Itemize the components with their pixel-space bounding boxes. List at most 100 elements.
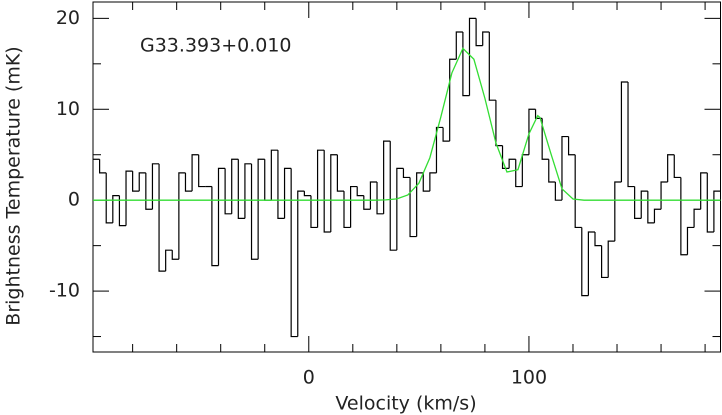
spectrum-channel [330,154,338,232]
spectrum-channel [389,141,397,251]
spectrum-channel [178,172,186,260]
spectrum-channel [634,186,642,219]
spectrum-channel [640,190,648,219]
spectrum-channel [303,191,311,197]
spectrum-channel [455,31,463,60]
spectrum-channel [402,168,411,179]
spectrum-channel [99,159,107,174]
spectrum-channel [231,158,239,214]
spectrum-channel [383,140,391,214]
spectrum-channel [673,154,681,179]
spectrum-channel [105,172,113,224]
spectrum-channel [151,163,160,210]
spectrum-channel [165,249,173,272]
spectrum-channel [422,172,430,192]
y-tick-label: 0 [68,189,80,211]
spectrum-channel [574,154,582,229]
spectrum-channel [211,186,219,267]
spectrum-channel [475,18,483,47]
spectrum-channel [217,167,226,266]
spectrum-channel [297,190,305,337]
spectrum-channel [647,191,655,224]
spectrum-channel [224,168,232,215]
gaussian-fit [93,47,721,201]
spectrum-channel [264,159,272,201]
y-tick-label: 10 [56,98,80,120]
spectrum-channel [561,135,569,201]
x-tick-label: 0 [303,367,315,389]
spectrum-channel [283,167,292,219]
spectrum-channel [462,32,470,97]
y-tick-label: -10 [49,280,80,302]
spectrum-channel [435,126,444,173]
y-axis-label: Brightness Temperature (mK) [3,46,25,325]
spectrum-channel [416,172,424,237]
spectrum-channel [528,108,536,155]
spectrum-channel [191,154,199,192]
spectrum-channel [396,167,404,251]
spectrum-channel [653,208,662,223]
spectrum-channel [158,163,166,272]
spectrum-channel [620,81,629,182]
spectrum-channel [198,154,206,188]
annotation: G33.393+0.010 [140,35,292,57]
spectrum-channel [700,172,708,210]
spectrum-channel [350,185,358,228]
spectrum-channel [495,100,503,147]
spectrum-channel [132,171,140,192]
spectrum-channel [680,177,688,256]
spectrum-channel [310,195,318,229]
spectrum-channel [125,170,133,226]
spectrum-channel [508,158,516,169]
spectrum-channel [541,118,549,160]
spectrum-channel [376,182,384,215]
spectrum-channel [468,17,477,96]
spectrum-channel [706,172,714,233]
spectrum-channel [409,177,417,238]
spectrum-channel [627,82,635,188]
spectrum-channel [548,159,556,183]
spectrum-channel [290,168,298,338]
spectrum-channel [343,191,351,229]
y-tick-label: 20 [56,7,80,29]
spectrum-channel [118,195,127,227]
spectrum-channel [554,182,562,201]
spectrum-channel [237,159,245,219]
x-tick-label: 100 [511,367,547,389]
spectrum-channel [607,240,615,278]
spectrum-channel [257,158,265,260]
spectrum-channel [587,231,595,296]
x-axis-label: Velocity (km/s) [335,393,476,415]
spectrum-channel [429,172,437,192]
spectrum-channel [482,31,490,46]
spectrum-channel [442,127,450,142]
spectrum-channel [336,154,344,192]
spectrum-channel [363,195,371,210]
spectrum-channel [449,58,457,142]
spectrum-channel [488,32,496,101]
spectrum-channel [270,149,278,201]
spectrum-channel [244,163,252,219]
spectrum-channel [184,172,193,192]
spectrum-channel [567,136,576,156]
spectrum-channel [515,159,523,188]
spectrum-channel [145,172,153,210]
spectrum-channel [713,190,721,232]
spectrum-channel [501,145,510,169]
spectrum-channel [112,195,120,223]
spectrum-channel [323,150,331,233]
spectrum-channel [667,154,675,182]
spectrum-channel [581,227,589,297]
spectrum-channel [369,181,378,210]
spectrum-channel [277,150,285,219]
spectrum-channel [138,172,146,192]
spectrum-channel [356,186,364,197]
spectrum-channel [601,245,609,279]
spectrum-channel [316,149,325,228]
spectrum-channel [171,250,179,260]
spectrum-channel [521,154,529,187]
spectrum-channel [693,208,701,228]
spectrum-channel [686,226,695,255]
spectrum-channel [594,232,602,247]
